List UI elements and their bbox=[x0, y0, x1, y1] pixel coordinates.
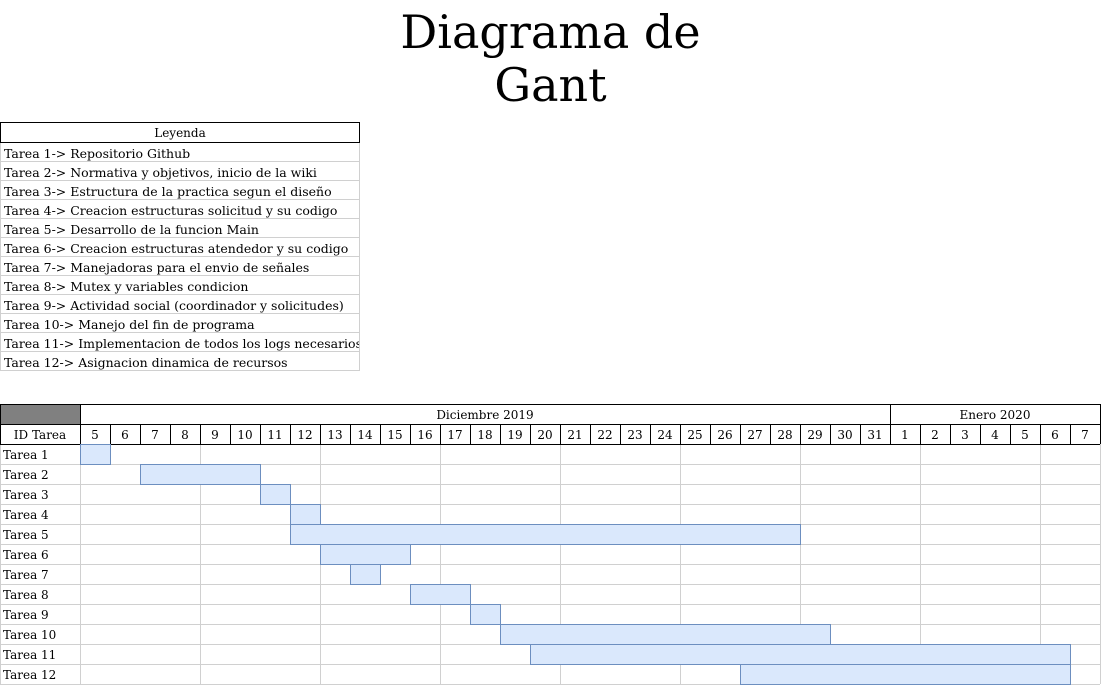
task-label: Tarea 4 bbox=[3, 508, 49, 522]
day-label: 23 bbox=[627, 428, 642, 442]
legend-item: Tarea 5-> Desarrollo de la funcion Main bbox=[0, 219, 360, 238]
task-label: Tarea 1 bbox=[3, 448, 49, 462]
day-label: 10 bbox=[237, 428, 252, 442]
day-label: 5 bbox=[1021, 428, 1029, 442]
task-label: Tarea 6 bbox=[3, 548, 49, 562]
legend-item: Tarea 3-> Estructura de la practica segu… bbox=[0, 181, 360, 200]
day-label: 15 bbox=[387, 428, 402, 442]
task-bar bbox=[320, 544, 411, 565]
day-label: 8 bbox=[181, 428, 189, 442]
legend-item: Tarea 10-> Manejo del fin de programa bbox=[0, 314, 360, 333]
task-label: Tarea 11 bbox=[3, 648, 56, 662]
day-label: 24 bbox=[657, 428, 673, 442]
day-label: 4 bbox=[991, 428, 999, 442]
day-label: 29 bbox=[807, 428, 822, 442]
day-label: 3 bbox=[961, 428, 969, 442]
task-bar bbox=[530, 644, 1071, 665]
legend-table: Leyenda Tarea 1-> Repositorio Github Tar… bbox=[0, 122, 360, 371]
task-label: Tarea 3 bbox=[3, 488, 49, 502]
task-label: Tarea 10 bbox=[3, 628, 56, 642]
task-label: Tarea 8 bbox=[3, 588, 49, 602]
task-label: Tarea 7 bbox=[3, 568, 49, 582]
legend-header: Leyenda bbox=[0, 122, 360, 143]
day-label: 2 bbox=[931, 428, 939, 442]
day-label: 21 bbox=[567, 428, 582, 442]
task-bar bbox=[290, 504, 321, 525]
task-bar bbox=[80, 444, 111, 465]
id-header: ID Tarea bbox=[14, 428, 66, 442]
task-bar bbox=[350, 564, 381, 585]
task-label: Tarea 2 bbox=[3, 468, 49, 482]
task-label: Tarea 5 bbox=[3, 528, 49, 542]
day-label: 12 bbox=[297, 428, 312, 442]
day-label: 13 bbox=[327, 428, 342, 442]
day-label: 19 bbox=[507, 428, 522, 442]
corner-cell bbox=[0, 404, 81, 425]
task-bar bbox=[140, 464, 261, 485]
chart-title: Diagrama de Gant bbox=[400, 5, 701, 112]
task-bar bbox=[740, 664, 1071, 685]
day-label: 6 bbox=[1051, 428, 1059, 442]
task-bar bbox=[470, 604, 501, 625]
task-label: Tarea 9 bbox=[3, 608, 49, 622]
month-label: Enero 2020 bbox=[960, 408, 1031, 422]
day-label: 9 bbox=[211, 428, 219, 442]
day-label: 5 bbox=[91, 428, 99, 442]
task-label: Tarea 12 bbox=[3, 668, 56, 682]
day-label: 6 bbox=[121, 428, 129, 442]
legend-item: Tarea 7-> Manejadoras para el envio de s… bbox=[0, 257, 360, 276]
day-label: 28 bbox=[777, 428, 792, 442]
day-label: 14 bbox=[357, 428, 373, 442]
task-bar bbox=[290, 524, 801, 545]
day-label: 22 bbox=[597, 428, 612, 442]
legend-item: Tarea 2-> Normativa y objetivos, inicio … bbox=[0, 162, 360, 181]
legend-item: Tarea 4-> Creacion estructuras solicitud… bbox=[0, 200, 360, 219]
legend-item: Tarea 1-> Repositorio Github bbox=[0, 143, 360, 162]
legend-item: Tarea 8-> Mutex y variables condicion bbox=[0, 276, 360, 295]
day-label: 16 bbox=[417, 428, 432, 442]
day-label: 27 bbox=[747, 428, 762, 442]
day-label: 26 bbox=[717, 428, 732, 442]
day-label: 1 bbox=[901, 428, 909, 442]
legend-item: Tarea 6-> Creacion estructuras atendedor… bbox=[0, 238, 360, 257]
legend-item: Tarea 12-> Asignacion dinamica de recurs… bbox=[0, 352, 360, 371]
task-bar bbox=[500, 624, 831, 645]
legend-item: Tarea 9-> Actividad social (coordinador … bbox=[0, 295, 360, 314]
day-label: 7 bbox=[151, 428, 159, 442]
day-label: 31 bbox=[867, 428, 882, 442]
task-bar bbox=[410, 584, 471, 605]
day-label: 25 bbox=[687, 428, 702, 442]
day-label: 30 bbox=[837, 428, 852, 442]
day-label: 17 bbox=[447, 428, 462, 442]
task-bar bbox=[260, 484, 291, 505]
day-label: 7 bbox=[1081, 428, 1089, 442]
day-label: 11 bbox=[267, 428, 282, 442]
day-label: 20 bbox=[537, 428, 552, 442]
legend-item: Tarea 11-> Implementacion de todos los l… bbox=[0, 333, 360, 352]
month-label: Diciembre 2019 bbox=[436, 408, 533, 422]
day-label: 18 bbox=[477, 428, 492, 442]
